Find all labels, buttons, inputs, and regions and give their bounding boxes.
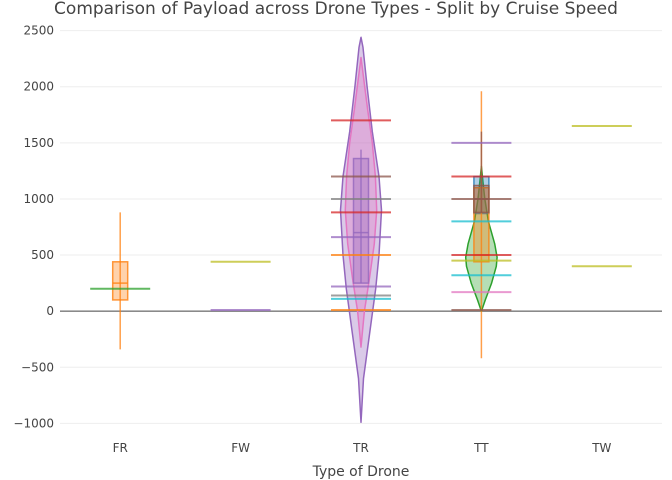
y-tick-label: 0 [46,304,54,318]
y-axis-ticks: −1000 −500 0 500 1000 1500 2000 2500 [13,24,54,431]
x-tick-label: FR [113,441,128,455]
x-axis-title: Type of Drone [312,464,410,480]
x-tick-label: TT [473,441,489,455]
box-tr-purple [352,149,370,284]
box-fr-orange [111,212,129,350]
x-tick-label: FW [231,441,250,455]
chart-title: Comparison of Payload across Drone Types… [54,0,618,19]
box-iqr [111,261,129,301]
y-tick-label: 1500 [23,136,54,150]
y-tick-label: 2000 [23,80,54,94]
y-tick-label: −1000 [13,416,54,430]
x-axis-ticks: FR FW TR TT TW [113,441,612,455]
boxes [111,91,490,359]
y-tick-label: 1000 [23,192,54,206]
x-tick-label: TR [352,441,369,455]
y-tick-label: 500 [31,248,54,262]
box-iqr [352,157,370,284]
level-lines [90,119,632,312]
y-tick-label: −500 [21,360,54,374]
box-tt-orange [473,91,490,359]
x-tick-label: TW [591,441,611,455]
y-tick-label: 2500 [23,24,54,38]
